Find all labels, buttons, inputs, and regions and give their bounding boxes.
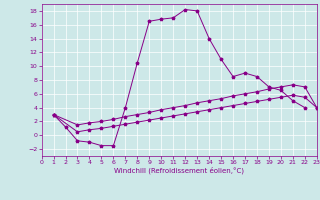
X-axis label: Windchill (Refroidissement éolien,°C): Windchill (Refroidissement éolien,°C)	[114, 167, 244, 174]
